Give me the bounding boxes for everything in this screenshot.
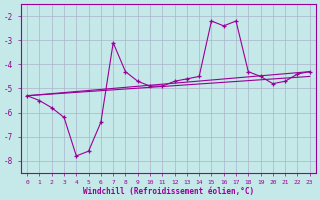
X-axis label: Windchill (Refroidissement éolien,°C): Windchill (Refroidissement éolien,°C) xyxy=(83,187,254,196)
